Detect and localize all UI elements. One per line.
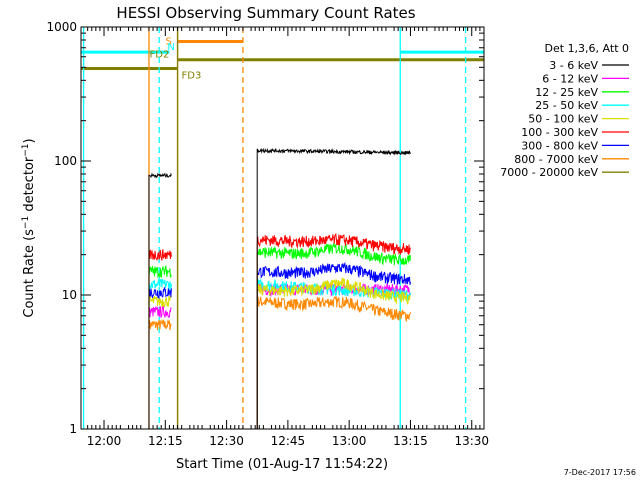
flag-bar-label: S [166, 36, 172, 47]
series-trace [148, 294, 172, 429]
series-trace [256, 232, 411, 429]
y-label-sup2: −1 [21, 143, 31, 156]
series-trace [148, 249, 172, 429]
series-trace [148, 264, 172, 429]
series-trace [256, 242, 411, 429]
legend-entry-label: 50 - 100 keV [528, 113, 598, 126]
series-layer [148, 147, 411, 429]
y-label-base: Count Rate (s [22, 229, 37, 318]
series-trace [256, 147, 411, 429]
legend-entry-label: 6 - 12 keV [542, 72, 598, 85]
y-tick-label: 1 [69, 422, 77, 436]
series-trace [148, 287, 172, 429]
footer-timestamp: 7-Dec-2017 17:56 [564, 468, 636, 477]
y-label-sup1: −1 [21, 216, 31, 229]
legend-entry-label: 12 - 25 keV [535, 86, 598, 99]
series-trace [256, 261, 411, 429]
x-tick-label: 13:15 [393, 434, 428, 448]
vline-layer [82, 27, 467, 429]
flag-letter: N [167, 42, 174, 53]
series-trace [256, 277, 411, 429]
series-trace [148, 319, 172, 429]
x-tick-label: 12:00 [87, 434, 122, 448]
plot-frame [80, 26, 485, 430]
legend-title: Det 1,3,6, Att 0 [545, 42, 629, 55]
legend-entry-label: 300 - 800 keV [521, 139, 598, 152]
flag-bar-label: FD2 [150, 50, 170, 61]
legend-entry-label: 100 - 300 keV [521, 126, 598, 139]
x-tick-label: 12:15 [148, 434, 183, 448]
x-tick-label: 13:00 [332, 434, 367, 448]
x-tick-label: 13:30 [454, 434, 489, 448]
legend-entry-label: 25 - 50 keV [535, 99, 598, 112]
series-trace [256, 296, 411, 429]
y-tick-label: 100 [54, 154, 77, 168]
x-axis: 12:00 12:15 12:30 12:45 13:00 13:15 13:30 [87, 27, 489, 448]
y-axis-label: Count Rate (s−1 detector−1) [21, 138, 37, 317]
x-tick-label: 12:45 [271, 434, 306, 448]
y-axis: 1 10 100 1000 [46, 20, 484, 436]
legend-entry-label: 7000 - 20000 keV [500, 166, 598, 179]
legend-entry-label: 3 - 6 keV [549, 59, 598, 72]
series-trace [148, 172, 172, 429]
y-tick-label: 10 [62, 288, 77, 302]
x-axis-label: Start Time (01-Aug-17 11:54:22) [176, 457, 388, 472]
flag-bar-label: FD3 [182, 71, 202, 82]
series-trace [148, 278, 172, 429]
chart-title: HESSI Observing Summary Count Rates [116, 4, 415, 22]
y-label-end: ) [22, 138, 37, 143]
series-trace [148, 304, 172, 429]
flag-layer: S FD2 FD3 N [81, 36, 484, 82]
x-tick-label: 12:30 [209, 434, 244, 448]
y-label-mid: detector [22, 156, 37, 216]
y-tick-label: 1000 [46, 20, 77, 34]
legend-entry-label: 800 - 7000 keV [514, 153, 598, 166]
